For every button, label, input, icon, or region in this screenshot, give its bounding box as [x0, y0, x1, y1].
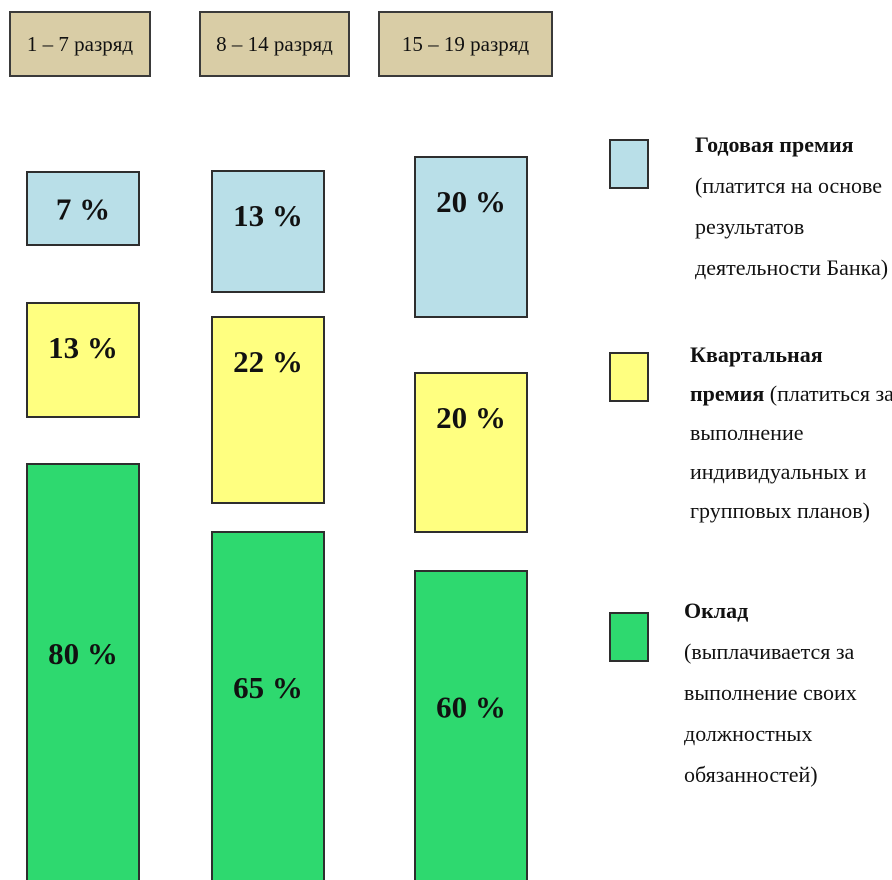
- bar-segment-quarterly: [414, 372, 528, 533]
- legend-text-line: (выплачивается за: [684, 639, 855, 664]
- category-header-box: [199, 11, 350, 77]
- bar-segment-label: 20 %: [436, 400, 506, 435]
- legend-text-part: Квартальная: [690, 342, 823, 367]
- category-header-label: 1 – 7 разряд: [27, 32, 134, 56]
- legend-text-part: индивидуальных и: [690, 459, 867, 484]
- legend-text-line: (платится на основе: [695, 173, 882, 198]
- legend-text-line: выполнение: [690, 420, 803, 445]
- bar-segment-label: 7 %: [56, 192, 110, 227]
- bar-segment-salary: [414, 570, 528, 880]
- bar-segment-salary: [211, 531, 325, 880]
- legend-text-line: обязанностей): [684, 762, 818, 787]
- bar-segment-label: 60 %: [436, 690, 506, 725]
- legend-swatch-annual: [609, 139, 649, 189]
- legend-text-part: результатов: [695, 214, 804, 239]
- legend-text-part: деятельности Банка): [695, 255, 888, 280]
- bar-segment-label: 65 %: [233, 670, 303, 705]
- bar-segment-salary: [26, 463, 140, 880]
- bar-segment-label: 13 %: [48, 330, 118, 365]
- legend-text-line: индивидуальных и: [690, 459, 867, 484]
- legend-text-line: должностных: [684, 721, 812, 746]
- legend-text-line: Годовая премия: [695, 132, 854, 157]
- bar-segment-quarterly: [211, 316, 325, 504]
- category-header-box: [9, 11, 151, 77]
- bar-segment-label: 22 %: [233, 344, 303, 379]
- legend-text-line: Оклад: [684, 598, 748, 623]
- legend-text-part: групповых планов): [690, 498, 870, 523]
- legend-text-line: премия (платиться за: [690, 381, 892, 406]
- legend-text-part: Оклад: [684, 598, 748, 623]
- legend-swatch-salary: [609, 612, 649, 662]
- bar-segment-annual: [414, 156, 528, 318]
- category-header-label: 15 – 19 разряд: [402, 32, 530, 56]
- legend-text-line: выполнение своих: [684, 680, 857, 705]
- legend-text-part: выполнение: [690, 420, 803, 445]
- legend-text-part: (выплачивается за: [684, 639, 855, 664]
- legend-text-line: Квартальная: [690, 342, 823, 367]
- bar-segment-label: 13 %: [233, 198, 303, 233]
- bar-segment-quarterly: [26, 302, 140, 418]
- bar-segment-label: 80 %: [48, 636, 118, 671]
- legend-text-part: премия: [690, 381, 764, 406]
- legend-text-part: Годовая премия: [695, 132, 854, 157]
- legend-text-line: групповых планов): [690, 498, 870, 523]
- legend-text-line: результатов: [695, 214, 804, 239]
- legend-swatch-quarterly: [609, 352, 649, 402]
- category-header-box: [378, 11, 553, 77]
- legend-text-line: деятельности Банка): [695, 255, 888, 280]
- legend-text-part: (платиться за: [764, 381, 892, 406]
- legend-text-part: (платится на основе: [695, 173, 882, 198]
- bar-segment-label: 20 %: [436, 184, 506, 219]
- legend-text-part: обязанностей): [684, 762, 818, 787]
- bar-segment-annual: [211, 170, 325, 293]
- legend-text-part: выполнение своих: [684, 680, 857, 705]
- category-header-label: 8 – 14 разряд: [216, 32, 333, 56]
- legend-text-part: должностных: [684, 721, 812, 746]
- bar-segment-annual: [26, 171, 140, 246]
